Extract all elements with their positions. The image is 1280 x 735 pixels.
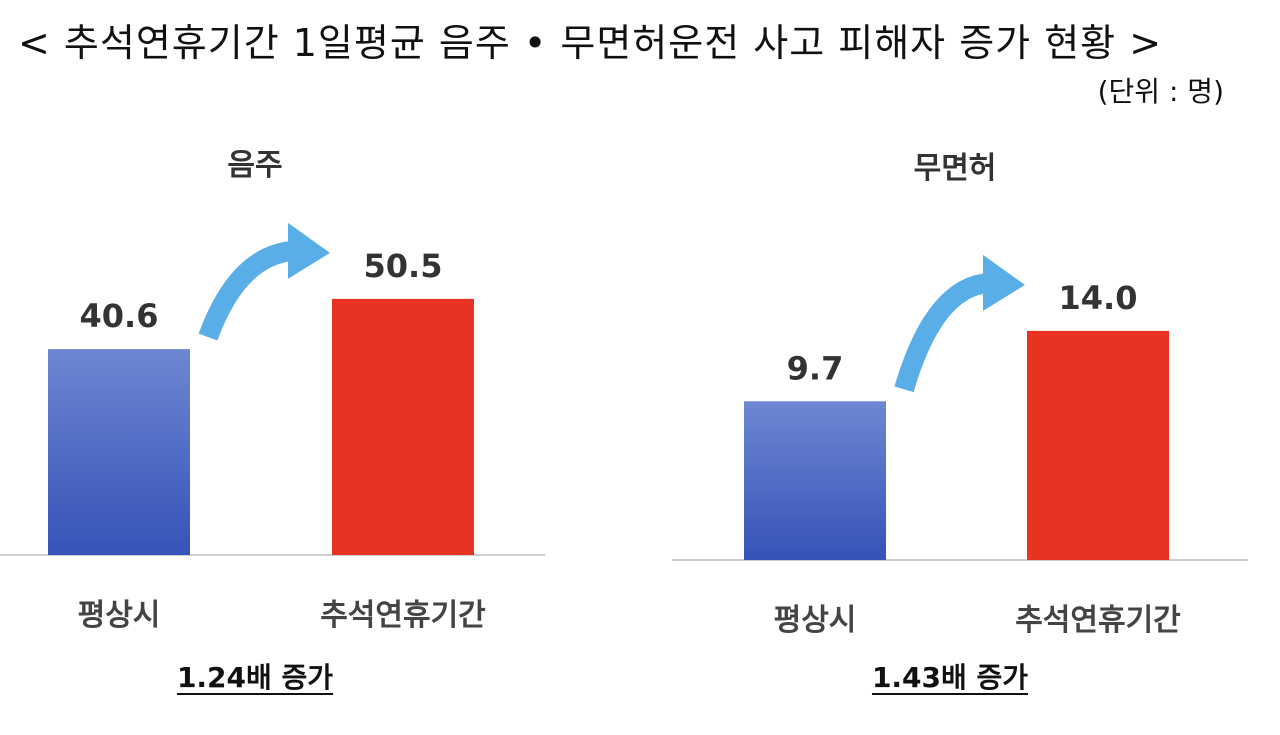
- data-label: 14.0: [1059, 279, 1138, 317]
- unit-label: (단위 : 명): [1097, 75, 1224, 108]
- arrow-shaft: [198, 240, 296, 341]
- category-label: 추석연휴기간: [1015, 603, 1181, 638]
- ratio-label-unlicensed: 1.43배 증가: [871, 661, 1029, 694]
- category-label: 추석연휴기간: [320, 598, 486, 633]
- category-label: 평상시: [78, 598, 161, 633]
- bar-normal: [744, 401, 886, 560]
- panel-title: 무면허: [914, 151, 997, 186]
- data-label: 40.6: [80, 297, 159, 335]
- arrow-shaft: [894, 272, 991, 393]
- category-label: 평상시: [774, 603, 857, 638]
- arrow-head: [983, 254, 1025, 311]
- bar-holiday: [1027, 330, 1169, 560]
- chart-main-title: < 추석연휴기간 1일평균 음주 • 무면허운전 사고 피해자 증가 현황 >: [18, 21, 1163, 65]
- bar-normal: [48, 349, 190, 555]
- panel-title: 음주: [227, 148, 282, 183]
- charts-area: 음주 40.6 평상시 50.5 추석연휴기간 무면허 9.7 평상시 14.0 추석연휴기간: [0, 148, 1248, 638]
- ratio-label-drunk: 1.24배 증가: [176, 661, 334, 694]
- increase-arrow-icon: [198, 222, 330, 341]
- data-label: 9.7: [787, 349, 844, 387]
- bar-holiday: [332, 298, 474, 555]
- arrow-head: [288, 222, 330, 279]
- increase-arrow-icon: [894, 254, 1025, 393]
- data-label: 50.5: [364, 247, 443, 285]
